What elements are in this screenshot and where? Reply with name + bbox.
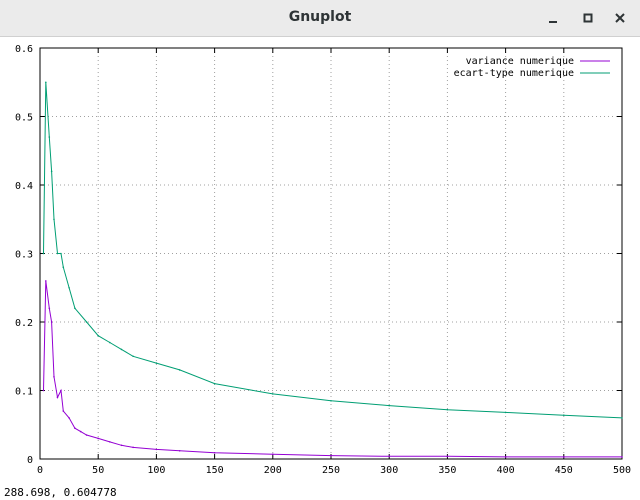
series-point-0 [155,448,158,451]
series-point-0 [132,446,134,449]
series-point-0 [53,376,55,378]
series-point-1 [60,252,62,255]
series-point-1 [178,369,181,371]
x-tick-label: 400 [497,465,515,476]
close-button[interactable] [610,8,630,28]
series-point-0 [45,280,47,282]
series-point-1 [48,136,51,138]
maximize-button[interactable] [578,8,598,28]
series-point-0 [48,307,51,310]
series-point-0 [56,396,59,399]
series-point-1 [504,411,507,414]
series-point-1 [621,417,623,419]
x-tick-label: 300 [380,465,398,476]
series-point-0 [60,389,62,392]
series-point-1 [45,81,47,84]
series-point-1 [213,382,216,385]
series-point-1 [97,334,99,337]
series-point-1 [50,170,53,173]
series-point-1 [446,408,449,411]
series-point-1 [74,307,76,310]
plot-frame [39,47,623,460]
series-point-0 [120,444,123,447]
x-tick-label: 500 [613,465,631,476]
series-point-1 [563,414,565,416]
minimize-button[interactable] [543,8,563,28]
series-point-1 [53,218,55,221]
series-point-0 [85,434,88,436]
cursor-coordinates: 288.698, 0.604778 [4,486,117,499]
series-point-0 [563,456,565,458]
series-point-1 [42,252,45,255]
series-point-0 [74,427,76,429]
series-line-0 [43,280,622,458]
series-point-0 [62,410,65,412]
series-line-1 [43,82,623,419]
y-tick-label: 0.3 [15,250,33,261]
series-point-1 [155,362,158,364]
plot-area[interactable]: 0 50 100 150 200 250 300 350 400 450 500 0 0.1 0.2 0.3… [0,38,640,480]
series-point-0 [446,455,449,458]
x-tick-label: 350 [438,465,456,476]
series-point-0 [388,455,391,458]
y-tick-label: 0.1 [15,387,33,398]
x-tick-label: 0 [37,465,43,476]
series-point-0 [213,452,216,454]
title-bar[interactable]: Gnuplot [0,0,640,37]
series-point-1 [85,321,88,323]
series-point-1 [132,355,134,358]
x-tick-label: 450 [555,465,573,476]
series-point-1 [120,348,123,351]
y-tick-label: 0.5 [15,113,33,124]
series-point-0 [272,453,274,456]
series-point-0 [97,437,99,440]
series-point-0 [621,456,623,458]
x-tick-label: 200 [264,465,282,476]
y-tick-label: 0 [27,455,33,466]
close-icon [615,13,625,23]
minimize-icon [549,21,557,23]
x-tick-label: 100 [147,465,165,476]
y-tick-label: 0.4 [15,181,33,192]
x-tick-label: 250 [322,465,340,476]
series-point-0 [178,449,181,452]
series-point-1 [109,341,111,344]
series-point-0 [50,321,53,323]
series-point-0 [330,454,332,457]
series-point-0 [109,441,111,443]
series-point-1 [272,393,274,395]
x-tick-label: 50 [92,465,104,476]
y-tick-label: 0.2 [15,318,33,329]
legend-label: ecart-type numerique [454,68,574,79]
series-point-1 [68,286,70,289]
series-point-1 [56,252,59,255]
series-point-1 [388,404,391,407]
series-point-0 [79,430,82,433]
series-point-0 [504,456,507,458]
window-title: Gnuplot [288,9,352,25]
series-point-0 [42,389,45,392]
series-point-0 [68,417,70,419]
series-point-1 [62,266,65,269]
y-tick-label: 0.6 [15,44,33,55]
legend-label: variance numerique [466,56,574,67]
line-chart[interactable]: 0 50 100 150 200 250 300 350 400 450 500 0 0.1 0.2 0.3… [0,38,640,480]
series-point-1 [330,399,332,402]
x-tick-label: 150 [206,465,224,476]
maximize-icon [583,13,593,23]
